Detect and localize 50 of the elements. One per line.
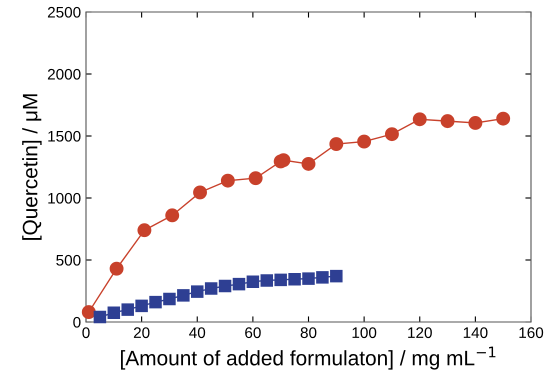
point	[496, 112, 510, 126]
point	[316, 271, 329, 284]
point	[82, 305, 96, 320]
point	[232, 278, 246, 290]
point	[274, 274, 287, 286]
x-tick-label: 20	[134, 327, 150, 338]
point	[260, 274, 274, 287]
x-tick-label: 120	[408, 327, 432, 338]
point	[163, 292, 176, 306]
point	[149, 296, 162, 308]
point	[246, 275, 260, 288]
x-tick-label: 60	[245, 327, 261, 338]
x-axis-title: [Amount of added formulaton] / mg mL$^{−1}$	[121, 346, 496, 370]
x-tick-label: 140	[464, 327, 488, 338]
x-tick-label: 0	[82, 327, 90, 338]
y-tick-label: 1500	[48, 130, 81, 142]
y-tick-label: 2500	[48, 6, 81, 18]
point	[204, 282, 218, 295]
point	[329, 137, 344, 152]
point	[220, 174, 235, 188]
x-tick-label: 40	[189, 327, 206, 338]
y-tick-label: 1000	[48, 192, 81, 204]
point	[193, 185, 207, 200]
point	[384, 127, 399, 142]
point	[165, 208, 180, 222]
point	[177, 289, 190, 302]
point	[302, 272, 315, 285]
point	[302, 156, 316, 171]
point	[468, 116, 482, 130]
y-tick-label: 500	[56, 254, 81, 266]
y-tick-label: 2000	[48, 68, 81, 80]
point	[191, 285, 204, 298]
point	[248, 171, 263, 186]
point	[330, 270, 343, 282]
point	[108, 306, 120, 319]
x-tick-label: 100	[352, 327, 376, 338]
point	[288, 272, 301, 286]
x-tick-label: 160	[519, 327, 544, 338]
point	[137, 223, 152, 238]
point	[110, 262, 124, 276]
point	[121, 303, 134, 316]
point	[94, 310, 106, 324]
point	[218, 280, 232, 292]
point	[135, 300, 148, 312]
point	[412, 112, 427, 126]
point	[440, 114, 455, 128]
y-tick-label: 0	[73, 316, 81, 328]
point	[357, 134, 372, 149]
y-axis-title: [Quercetin] / μM	[22, 94, 42, 240]
x-tick-label: 80	[300, 327, 316, 338]
